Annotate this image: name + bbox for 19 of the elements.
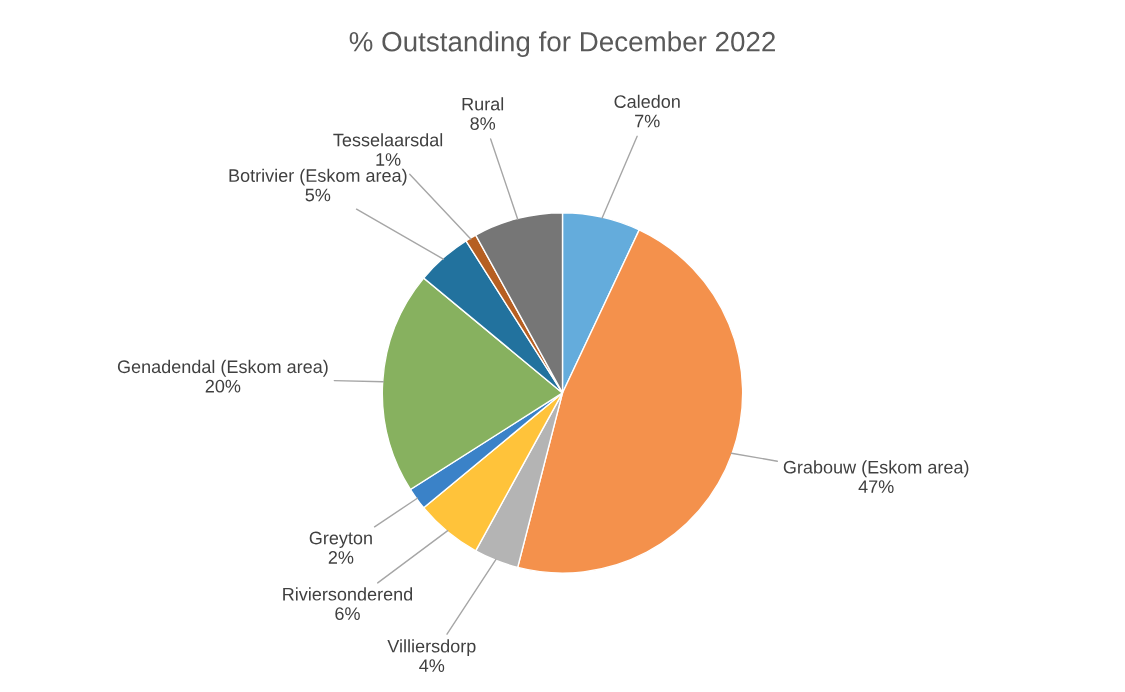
data-label: 47% xyxy=(858,480,894,493)
slice-label: Greyton xyxy=(309,531,372,548)
slice-label: Botrivier (Eskom area) xyxy=(229,168,407,186)
data-label: 5% xyxy=(305,188,331,202)
slice-label: Grabouw (Eskom area) xyxy=(783,460,969,478)
slice-label: Genadendal (Eskom area) xyxy=(117,359,328,377)
data-label: 8% xyxy=(470,117,496,130)
slice-label: Tesselaarsdal xyxy=(333,133,443,147)
data-label: 6% xyxy=(335,607,360,621)
data-label: 1% xyxy=(376,153,401,166)
slice-label: Caledon xyxy=(614,94,680,108)
slice-label: Rural xyxy=(462,97,504,111)
data-label: 7% xyxy=(635,114,660,128)
slice-label: Villiersdorp xyxy=(387,639,476,657)
data-label: 4% xyxy=(419,659,445,672)
data-label: 2% xyxy=(328,551,354,564)
slice-label: Riviersonderend xyxy=(283,587,413,601)
data-label: 20% xyxy=(205,379,241,393)
chart-title: % Outstanding for December 2022 xyxy=(349,31,775,58)
